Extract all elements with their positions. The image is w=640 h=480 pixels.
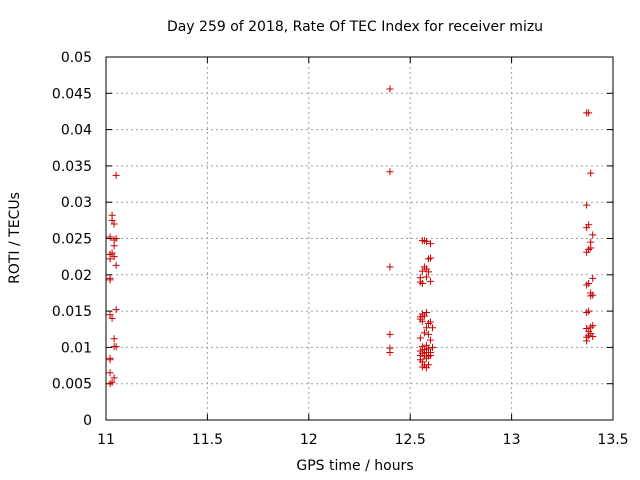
data-point bbox=[106, 311, 114, 319]
y-tick-label: 0.03 bbox=[61, 195, 92, 211]
data-point bbox=[106, 255, 114, 263]
data-point bbox=[106, 233, 114, 241]
data-point bbox=[589, 231, 597, 239]
data-point bbox=[583, 201, 591, 209]
x-tick-labels: 11 11.5 12 12.5 13 13.5 bbox=[97, 432, 629, 448]
x-tick-label: 13.5 bbox=[597, 432, 628, 448]
data-point bbox=[110, 374, 118, 382]
data-point bbox=[106, 369, 114, 377]
data-point bbox=[589, 291, 597, 299]
data-point bbox=[110, 253, 118, 261]
y-axis-label: ROTI / TECUs bbox=[7, 192, 23, 284]
data-point bbox=[422, 341, 430, 349]
data-point bbox=[589, 274, 597, 282]
data-point bbox=[108, 314, 116, 322]
data-point bbox=[429, 324, 437, 332]
x-axis-label: GPS time / hours bbox=[296, 458, 413, 474]
data-point bbox=[112, 171, 120, 179]
data-point bbox=[589, 322, 597, 330]
data-point bbox=[112, 261, 120, 269]
data-point bbox=[424, 361, 432, 369]
data-point bbox=[429, 343, 437, 351]
x-tick-label: 12.5 bbox=[395, 432, 426, 448]
data-points bbox=[106, 85, 597, 388]
grid-lines bbox=[106, 57, 613, 420]
x-tick-label: 12 bbox=[300, 432, 318, 448]
data-point bbox=[108, 249, 116, 257]
data-point bbox=[420, 312, 428, 320]
y-tick-label: 0.05 bbox=[61, 50, 92, 66]
x-tick-label: 11 bbox=[97, 432, 115, 448]
data-point bbox=[106, 356, 114, 364]
data-point bbox=[106, 276, 114, 284]
data-point bbox=[112, 306, 120, 314]
data-point bbox=[420, 329, 428, 337]
data-point bbox=[110, 242, 118, 250]
data-point bbox=[426, 254, 434, 262]
data-point bbox=[424, 330, 432, 338]
data-point bbox=[585, 221, 593, 229]
data-point bbox=[583, 337, 591, 345]
data-point bbox=[110, 335, 118, 343]
data-point bbox=[108, 216, 116, 224]
y-tick-label: 0.01 bbox=[61, 340, 92, 356]
data-point bbox=[587, 169, 595, 177]
data-point bbox=[112, 343, 120, 351]
chart-title: Day 259 of 2018, Rate Of TEC Index for r… bbox=[167, 19, 543, 35]
data-point bbox=[585, 109, 593, 117]
data-point bbox=[589, 333, 597, 341]
data-point bbox=[386, 168, 394, 176]
data-point bbox=[418, 267, 426, 275]
y-tick-label: 0.005 bbox=[52, 377, 92, 393]
data-point bbox=[424, 345, 432, 353]
data-point bbox=[422, 237, 430, 245]
y-tick-label: 0.015 bbox=[52, 304, 92, 320]
data-point bbox=[426, 277, 434, 285]
data-point bbox=[422, 273, 430, 281]
data-point bbox=[426, 318, 434, 326]
data-point bbox=[585, 280, 593, 288]
data-point bbox=[424, 268, 432, 276]
data-point bbox=[426, 240, 434, 248]
data-point bbox=[416, 334, 424, 342]
data-point bbox=[386, 263, 394, 271]
plot-frame bbox=[105, 56, 614, 421]
data-point bbox=[110, 220, 118, 228]
y-tick-label: 0 bbox=[83, 413, 92, 429]
x-tick-label: 13 bbox=[503, 432, 521, 448]
data-point bbox=[426, 336, 434, 344]
data-point bbox=[418, 317, 426, 325]
y-tick-label: 0.04 bbox=[61, 123, 92, 139]
y-tick-labels: 0 0.005 0.01 0.015 0.02 0.025 0.03 0.035 0.04 0.0… bbox=[52, 50, 92, 429]
data-point bbox=[587, 244, 595, 252]
y-tick-label: 0.02 bbox=[61, 268, 92, 284]
data-point bbox=[426, 351, 434, 359]
y-tick-label: 0.045 bbox=[52, 86, 92, 102]
data-point bbox=[112, 235, 120, 242]
data-point bbox=[585, 307, 593, 315]
data-point bbox=[422, 309, 430, 317]
y-tick-label: 0.035 bbox=[52, 159, 92, 175]
data-point bbox=[422, 324, 430, 332]
data-point bbox=[386, 85, 394, 93]
data-point bbox=[386, 348, 394, 356]
data-point bbox=[108, 378, 116, 386]
x-tick-label: 11.5 bbox=[192, 432, 223, 448]
data-point bbox=[418, 280, 426, 288]
data-point bbox=[386, 330, 394, 338]
y-tick-label: 0.025 bbox=[52, 232, 92, 248]
